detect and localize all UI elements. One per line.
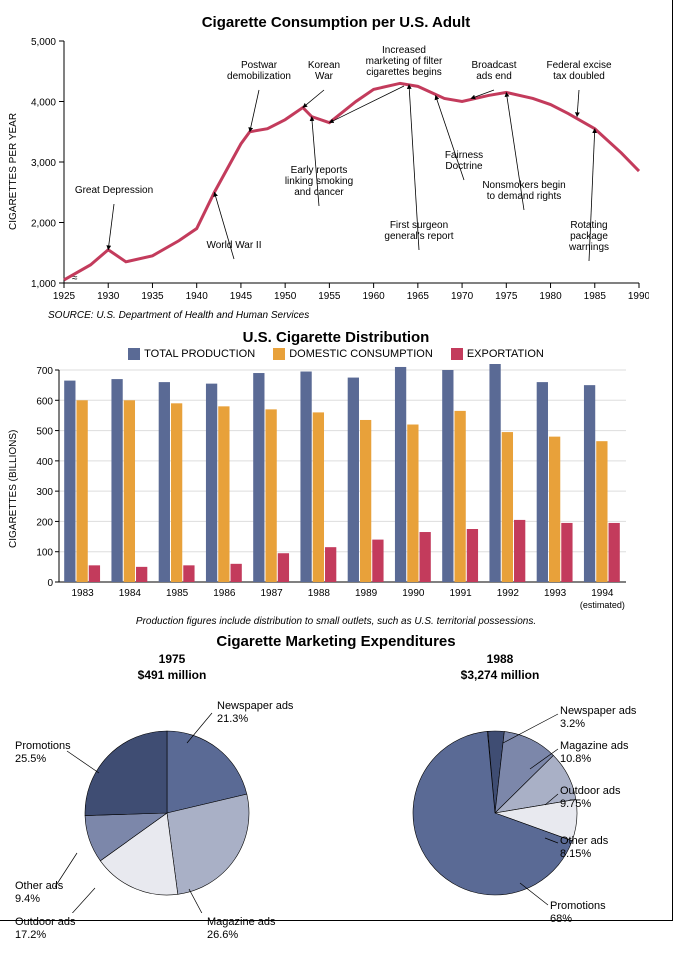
legend-label: DOMESTIC CONSUMPTION [289,348,433,360]
pie-slice-label: Magazine ads26.6% [207,916,276,942]
svg-text:World War II: World War II [206,240,261,251]
pie-subtitle: 1975$491 million [17,652,327,683]
pie-charts-row: 1975$491 million Newspaper ads21.3% Magazi… [8,652,664,912]
svg-text:400: 400 [36,457,53,468]
svg-text:Federal excise: Federal excise [546,60,611,71]
svg-text:3,000: 3,000 [31,158,56,169]
legend-item: EXPORTATION [451,348,544,360]
bar-chart-title: U.S. Cigarette Distribution [8,329,664,346]
svg-text:Broadcast: Broadcast [471,60,516,71]
svg-text:1930: 1930 [97,291,120,302]
pie-slice-label: Promotions68% [550,900,606,926]
svg-text:1955: 1955 [318,291,341,302]
svg-text:Postwar: Postwar [241,60,278,71]
svg-text:1965: 1965 [407,291,430,302]
svg-text:warnings: warnings [568,242,609,253]
bar-chart: 0 100 200 300 400 500 600 700 1983 1984 1985 1986 19… [19,364,634,614]
svg-text:Fairness: Fairness [445,150,483,161]
svg-text:demobilization: demobilization [227,71,291,82]
svg-text:600: 600 [36,396,53,407]
svg-text:1987: 1987 [261,588,284,599]
svg-text:1990: 1990 [628,291,649,302]
pie-chart-title: Cigarette Marketing Expenditures [8,633,664,650]
pie-slice-label: Magazine ads10.8% [560,740,629,766]
svg-text:1935: 1935 [141,291,164,302]
pie-chart: 1988$3,274 million Newspaper ads3.2% Magaz… [345,652,655,912]
svg-text:package: package [570,231,608,242]
svg-text:Korean: Korean [308,60,340,71]
svg-text:1950: 1950 [274,291,297,302]
svg-text:to demand rights: to demand rights [487,191,562,202]
svg-text:Early reports: Early reports [291,165,348,176]
svg-text:1970: 1970 [451,291,474,302]
svg-text:general's report: general's report [384,231,453,242]
svg-text:1992: 1992 [497,588,520,599]
svg-text:(estimated): (estimated) [580,600,625,610]
svg-text:2,000: 2,000 [31,219,56,230]
bar-legend: TOTAL PRODUCTION DOMESTIC CONSUMPTION EXPO… [8,348,664,360]
legend-swatch [451,348,463,360]
svg-text:Nonsmokers begin: Nonsmokers begin [482,180,565,191]
pie-slice-label: Newspaper ads21.3% [217,700,293,726]
svg-text:0: 0 [47,578,53,589]
svg-text:500: 500 [36,427,53,438]
svg-text:300: 300 [36,487,53,498]
pie-slice-label: Outdoor ads17.2% [15,916,76,942]
line-chart-title: Cigarette Consumption per U.S. Adult [8,14,664,31]
svg-text:1986: 1986 [213,588,236,599]
legend-item: TOTAL PRODUCTION [128,348,255,360]
svg-text:4,000: 4,000 [31,98,56,109]
pie-slice-label: Other ads9.4% [15,880,63,906]
svg-text:1985: 1985 [584,291,607,302]
svg-text:1994: 1994 [591,588,614,599]
svg-text:1989: 1989 [355,588,378,599]
svg-text:Great Depression: Great Depression [75,185,153,196]
svg-text:1940: 1940 [186,291,209,302]
legend-label: EXPORTATION [467,348,544,360]
legend-swatch [273,348,285,360]
svg-text:1,000: 1,000 [31,279,56,290]
svg-text:5,000: 5,000 [31,37,56,48]
svg-text:1983: 1983 [72,588,95,599]
svg-text:ads end: ads end [476,71,512,82]
legend-label: TOTAL PRODUCTION [144,348,255,360]
pie-chart: 1975$491 millionNewspaper ads21.3%Magazi… [17,652,327,912]
legend-item: DOMESTIC CONSUMPTION [273,348,433,360]
line-y-axis-label: CIGARETTES PER YEAR [8,56,19,286]
svg-text:1984: 1984 [119,588,142,599]
pie-slice-label: Outdoor ads9.75% [560,785,621,811]
svg-text:200: 200 [36,517,53,528]
svg-text:linking smoking: linking smoking [285,176,353,187]
svg-text:1960: 1960 [362,291,385,302]
svg-text:cigarettes begins: cigarettes begins [366,67,442,78]
svg-text:100: 100 [36,548,53,559]
svg-text:1985: 1985 [166,588,189,599]
svg-text:Rotating: Rotating [570,220,607,231]
line-chart: 1,000 2,000 3,000 4,000 5,000 1925 1930 1935 194… [19,33,649,308]
svg-text:Doctrine: Doctrine [445,161,483,172]
svg-text:marketing of filter: marketing of filter [366,56,443,67]
legend-swatch [128,348,140,360]
bar-y-axis-label: CIGARETTES (BILLIONS) [8,384,19,594]
svg-text:1945: 1945 [230,291,253,302]
svg-text:First surgeon: First surgeon [390,220,448,231]
bar-chart-note: Production figures include distribution … [8,616,664,627]
pie-slice-label: Newspaper ads3.2% [560,705,636,731]
svg-text:1980: 1980 [539,291,562,302]
svg-text:and cancer: and cancer [294,187,344,198]
pie-subtitle: 1988$3,274 million [345,652,655,683]
svg-text:1990: 1990 [402,588,425,599]
svg-text:1975: 1975 [495,291,518,302]
svg-text:Increased: Increased [382,45,426,56]
pie-slice-label: Promotions25.5% [15,740,71,766]
svg-text:tax doubled: tax doubled [553,71,605,82]
pie-slice-label: Other ads8.15% [560,835,608,861]
svg-text:1993: 1993 [544,588,567,599]
svg-text:1925: 1925 [53,291,76,302]
svg-text:War: War [315,71,334,82]
svg-text:700: 700 [36,366,53,377]
line-chart-source: SOURCE: U.S. Department of Health and Hu… [48,310,664,321]
svg-text:1988: 1988 [308,588,331,599]
svg-text:1991: 1991 [450,588,473,599]
